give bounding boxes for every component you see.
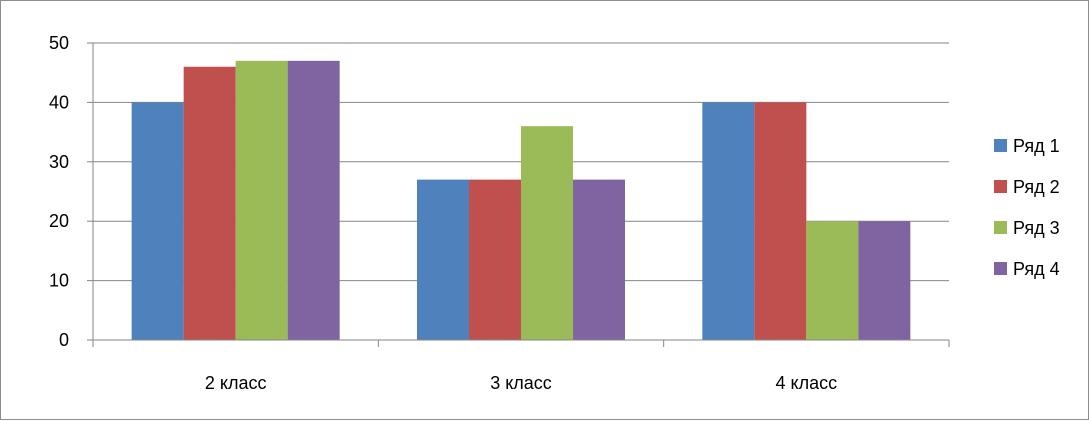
bar-series-1-cat-2 [417, 179, 469, 340]
legend-swatch-1 [994, 139, 1007, 152]
bar-series-1-cat-3 [702, 102, 755, 341]
legend-label-1: Ряд 1 [1013, 136, 1060, 156]
y-tick-label: 20 [49, 211, 69, 231]
x-category-label: 2 класс [205, 373, 267, 393]
x-axis [87, 339, 950, 347]
bar-series-4-cat-2 [573, 179, 625, 340]
bar-series-3-cat-1 [235, 60, 288, 340]
legend: Ряд 1 Ряд 2 Ряд 3 Ряд 4 [994, 136, 1060, 279]
y-tick-label: 30 [49, 152, 69, 172]
legend-swatch-3 [994, 221, 1007, 234]
bar-series-4-cat-1 [287, 60, 340, 340]
y-tick-label: 0 [59, 330, 69, 350]
y-tick-label: 50 [49, 33, 69, 53]
bar-series-3-cat-2 [521, 126, 573, 340]
bar-series-4-cat-3 [858, 221, 911, 340]
legend-label-3: Ряд 3 [1013, 218, 1060, 238]
legend-swatch-2 [994, 180, 1007, 193]
legend-label-2: Ряд 2 [1013, 177, 1060, 197]
y-axis-ticks: 0 10 20 30 40 50 [49, 33, 94, 350]
bar-series-2-cat-3 [754, 102, 807, 341]
bar-series-1-cat-1 [131, 102, 184, 341]
legend-swatch-4 [994, 262, 1007, 275]
bars [131, 60, 911, 341]
x-axis-labels: 2 класс 3 класс 4 класс [205, 373, 837, 393]
legend-label-4: Ряд 4 [1013, 259, 1060, 279]
bar-series-2-cat-1 [183, 66, 236, 340]
bar-series-2-cat-2 [469, 179, 521, 340]
bar-series-3-cat-3 [806, 221, 859, 340]
x-category-label: 4 класс [776, 373, 838, 393]
y-tick-label: 40 [49, 92, 69, 112]
x-category-label: 3 класс [490, 373, 552, 393]
y-tick-label: 10 [49, 271, 69, 291]
